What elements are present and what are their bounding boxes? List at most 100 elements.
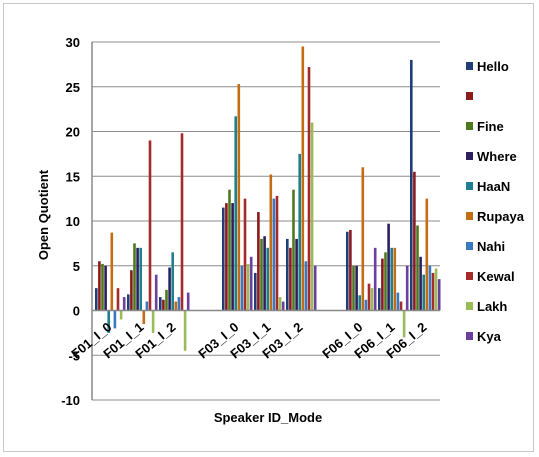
bar (378, 288, 381, 311)
bar (122, 297, 126, 311)
bar (413, 171, 416, 311)
bar (107, 310, 110, 333)
bar (243, 198, 247, 311)
bar (151, 310, 155, 333)
bar (402, 310, 406, 338)
bar (358, 295, 361, 311)
bar (145, 301, 149, 311)
bar (240, 265, 244, 311)
x-axis-title: Speaker ID_Mode (214, 410, 322, 425)
bar (361, 167, 365, 311)
bar (237, 84, 241, 311)
legend-label: Fine (477, 119, 504, 134)
bars (95, 46, 441, 351)
legend-label: Kewal (477, 269, 515, 284)
y-tick-label: 15 (66, 169, 80, 184)
legend-swatch (466, 242, 473, 250)
bar (419, 256, 422, 311)
bar (373, 247, 377, 311)
legend-label: Where (477, 149, 517, 164)
legend-swatch (466, 332, 473, 340)
bar (304, 261, 308, 311)
bar (346, 231, 349, 311)
y-tick-label: 20 (66, 125, 80, 140)
bar (399, 301, 403, 311)
bar (186, 292, 190, 311)
y-tick-label: -5 (68, 348, 80, 363)
bar (410, 59, 413, 311)
legend-swatch (466, 122, 473, 130)
bar (260, 238, 263, 311)
bar (307, 67, 311, 311)
gridlines (92, 41, 440, 401)
y-tick-label: 30 (66, 35, 80, 50)
bar (278, 297, 282, 311)
bar (313, 265, 317, 311)
bar (355, 265, 358, 311)
bar (286, 238, 289, 311)
bar (384, 252, 387, 311)
y-tick-labels: -10 -5 0 5 10 15 20 25 30 (61, 35, 80, 408)
legend-swatch (466, 212, 473, 220)
bar (387, 223, 390, 311)
bar (425, 198, 429, 311)
legend-label: Kya (477, 329, 502, 344)
bar (396, 292, 400, 311)
bar (364, 299, 368, 311)
legend: Hello Fine Where HaaN Rupaya Nahi Kewal Lakh Kya (466, 59, 525, 344)
bar (183, 310, 187, 351)
bar (174, 301, 178, 311)
bar (225, 203, 228, 311)
bar (434, 268, 438, 311)
bar (228, 189, 231, 311)
legend-swatch (466, 62, 473, 70)
bar (249, 256, 253, 311)
bar (246, 263, 250, 311)
bar (272, 198, 276, 311)
bar (367, 283, 371, 311)
bar (428, 265, 432, 311)
bar (95, 288, 98, 311)
bar (130, 270, 133, 311)
bar (298, 153, 301, 311)
bar (266, 247, 269, 311)
bar (180, 133, 184, 311)
bar (168, 267, 171, 311)
bar (101, 263, 104, 311)
bar (416, 225, 419, 311)
bar (98, 261, 101, 311)
legend-swatch (466, 302, 473, 310)
bar (301, 46, 305, 311)
bar (142, 310, 146, 324)
bar (159, 297, 162, 311)
bar (116, 288, 120, 311)
bar (113, 310, 117, 329)
bar (127, 294, 130, 311)
legend-swatch (466, 182, 473, 190)
bar (177, 297, 181, 311)
legend-label: HaaN (477, 179, 510, 194)
bar (390, 247, 393, 311)
bar (231, 203, 234, 311)
bar (154, 274, 158, 311)
bar (171, 252, 174, 311)
bar (310, 122, 314, 311)
legend-swatch (466, 92, 473, 100)
bar (119, 310, 123, 320)
legend-label: Hello (477, 59, 509, 74)
y-tick-label: 10 (66, 214, 80, 229)
bar (165, 289, 168, 311)
bar (139, 247, 142, 311)
bar (110, 232, 114, 311)
bar (381, 258, 384, 311)
bar (257, 212, 260, 311)
bar (422, 274, 425, 311)
y-axis-title: Open Quotient (36, 169, 51, 260)
bar (370, 288, 374, 311)
y-tick-label: -10 (61, 393, 80, 408)
bar (104, 265, 107, 311)
bar (269, 174, 273, 311)
bar (292, 189, 295, 311)
bar (254, 272, 257, 311)
